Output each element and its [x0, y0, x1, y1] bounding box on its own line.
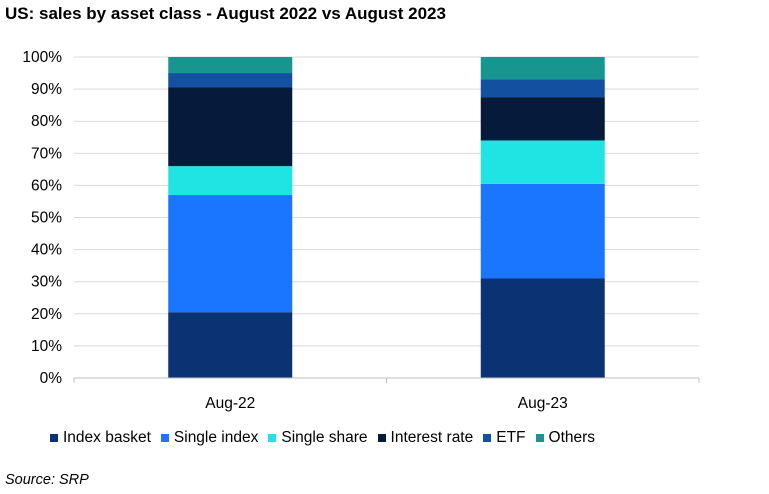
bar-segment — [480, 79, 605, 98]
bar-segment — [480, 183, 605, 279]
chart-title: US: sales by asset class - August 2022 v… — [5, 4, 446, 23]
legend-label: Interest rate — [390, 429, 474, 446]
y-tick-label: 50% — [31, 210, 62, 227]
legend-swatch — [483, 434, 492, 442]
y-tick-label: 0% — [40, 370, 63, 387]
bar-segment — [480, 57, 605, 80]
legend-item: Others — [535, 429, 596, 447]
bar-segment — [168, 73, 293, 88]
y-tick-label: 70% — [31, 145, 62, 162]
bar-segment — [480, 278, 605, 378]
legend-swatch — [535, 434, 544, 442]
legend-item: Single share — [268, 429, 368, 447]
x-tick-label: Aug-23 — [518, 395, 568, 412]
source-note: Source: SRP — [5, 472, 89, 488]
bar-segment — [480, 97, 605, 141]
y-tick-label: 40% — [31, 242, 62, 259]
bar-segment — [168, 312, 293, 378]
y-tick-label: 10% — [31, 338, 62, 355]
legend-item: ETF — [483, 429, 526, 447]
y-tick-label: 100% — [22, 49, 62, 66]
bar-segment — [168, 195, 293, 313]
legend-swatch — [377, 434, 386, 442]
x-tick-label: Aug-22 — [205, 395, 255, 412]
legend-item: Single index — [160, 429, 259, 447]
legend-label: Single index — [173, 429, 259, 446]
legend-swatch — [50, 434, 58, 442]
legend-label: Others — [548, 429, 596, 446]
y-tick-label: 30% — [31, 274, 62, 291]
legend-item: Interest rate — [377, 429, 474, 447]
y-tick-label: 60% — [31, 177, 62, 194]
legend-label: ETF — [496, 429, 526, 446]
legend-item: Index basket — [50, 429, 151, 447]
bar-segment — [168, 57, 293, 74]
y-tick-label: 80% — [31, 113, 62, 130]
legend-label: Single share — [281, 429, 368, 446]
legend: Index basket Single index Single share Inte… — [50, 429, 605, 447]
y-tick-label: 20% — [31, 306, 62, 323]
bar-segment — [168, 87, 293, 167]
bar-segment — [168, 166, 293, 196]
y-tick-label: 90% — [31, 81, 62, 98]
legend-swatch — [268, 434, 277, 442]
legend-swatch — [160, 434, 169, 442]
bar-segment — [480, 140, 605, 184]
legend-label: Index basket — [63, 429, 151, 446]
